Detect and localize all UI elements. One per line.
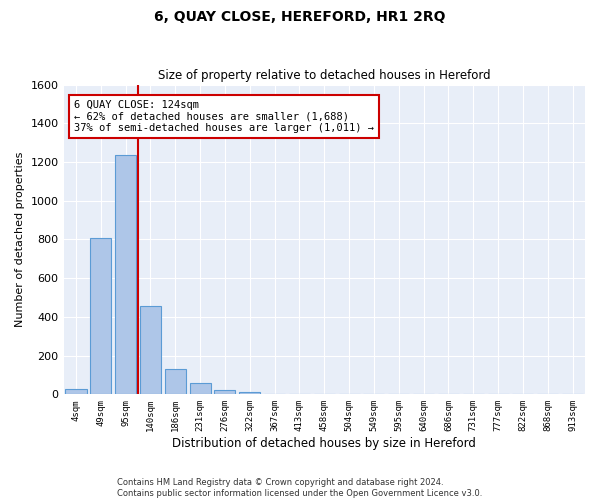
X-axis label: Distribution of detached houses by size in Hereford: Distribution of detached houses by size … xyxy=(172,437,476,450)
Y-axis label: Number of detached properties: Number of detached properties xyxy=(15,152,25,327)
Text: Contains HM Land Registry data © Crown copyright and database right 2024.
Contai: Contains HM Land Registry data © Crown c… xyxy=(118,478,482,498)
Bar xyxy=(190,382,211,394)
Bar xyxy=(90,238,112,394)
Bar xyxy=(165,369,186,394)
Text: 6, QUAY CLOSE, HEREFORD, HR1 2RQ: 6, QUAY CLOSE, HEREFORD, HR1 2RQ xyxy=(154,10,446,24)
Bar xyxy=(239,392,260,394)
Bar xyxy=(140,306,161,394)
Bar xyxy=(65,390,86,394)
Text: 6 QUAY CLOSE: 124sqm
← 62% of detached houses are smaller (1,688)
37% of semi-de: 6 QUAY CLOSE: 124sqm ← 62% of detached h… xyxy=(74,100,374,133)
Title: Size of property relative to detached houses in Hereford: Size of property relative to detached ho… xyxy=(158,69,491,82)
Bar xyxy=(115,155,136,394)
Bar xyxy=(214,390,235,394)
